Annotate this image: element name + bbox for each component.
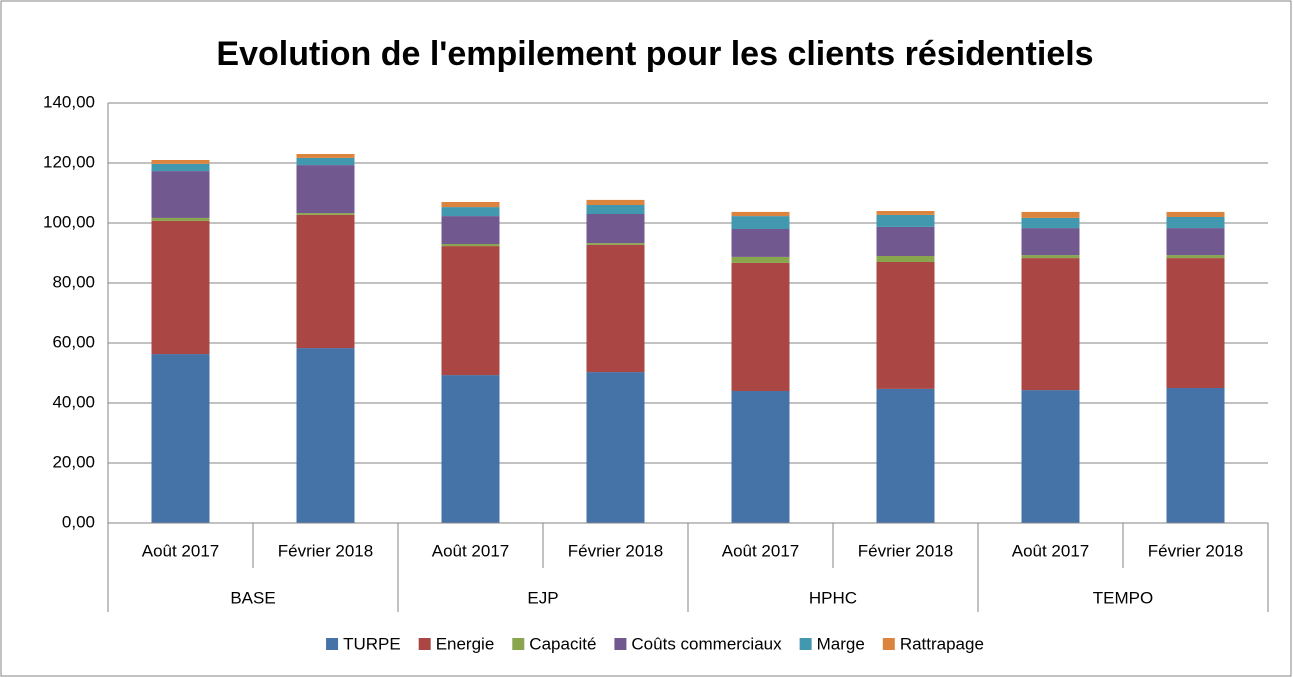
y-tick-label: 60,00 xyxy=(52,332,95,351)
group-label: HPHC xyxy=(809,588,857,607)
legend-swatch xyxy=(418,638,431,650)
group-label: BASE xyxy=(230,588,275,607)
legend-label: Rattrapage xyxy=(900,634,984,653)
bar-segment xyxy=(1021,211,1080,218)
bar-segment xyxy=(441,246,500,376)
bar-segment xyxy=(1166,258,1225,388)
bar-segment xyxy=(441,202,500,208)
group-label: EJP xyxy=(527,588,558,607)
y-tick-label: 120,00 xyxy=(43,152,95,171)
x-tick-label: Août 2017 xyxy=(1012,541,1090,560)
legend-swatch xyxy=(882,638,895,650)
bar-segment xyxy=(441,375,500,523)
bar-segment xyxy=(151,171,210,218)
bar-segment xyxy=(151,163,210,172)
bar-segment xyxy=(296,165,355,214)
bar-segment xyxy=(731,216,790,229)
bar-segment xyxy=(151,160,210,164)
bar-segment xyxy=(586,199,645,205)
bar-segment xyxy=(296,213,355,215)
bar-segment xyxy=(296,157,355,166)
bar-segment xyxy=(1021,390,1080,523)
bar-segment xyxy=(876,262,935,389)
legend-label: Marge xyxy=(817,634,865,653)
bar-segment xyxy=(586,244,645,373)
bar-segment xyxy=(296,214,355,349)
legend-label: Coûts commerciaux xyxy=(631,634,782,653)
legend-swatch xyxy=(614,638,627,650)
bar-segment xyxy=(876,214,935,227)
legend-label: Energie xyxy=(436,634,495,653)
bar-segment xyxy=(876,256,935,262)
bar-segment xyxy=(151,354,210,523)
bar-segment xyxy=(876,226,935,256)
bar-segment xyxy=(1166,211,1225,217)
bar-segment xyxy=(731,211,790,217)
bar-segment xyxy=(151,217,210,221)
bar-segment xyxy=(876,388,935,523)
bar-segment xyxy=(586,372,645,523)
bar-segment xyxy=(1021,217,1080,229)
bar-segment xyxy=(586,214,645,244)
legend-swatch xyxy=(799,638,812,650)
bar-segment xyxy=(1021,228,1080,256)
bar-segment xyxy=(1166,228,1225,256)
bar-segment xyxy=(441,216,500,244)
bar-segment xyxy=(1166,388,1225,523)
x-tick-label: Février 2018 xyxy=(568,541,663,560)
bar-segment xyxy=(1166,217,1225,229)
y-tick-label: 0,00 xyxy=(62,512,95,531)
bar-segment xyxy=(876,211,935,215)
legend-label: TURPE xyxy=(343,634,401,653)
bar-segment xyxy=(441,244,500,247)
x-tick-label: Février 2018 xyxy=(1148,541,1243,560)
bar-segment xyxy=(586,243,645,245)
bar-segment xyxy=(296,348,355,523)
bar-segment xyxy=(151,220,210,355)
bar-segment xyxy=(1021,255,1080,259)
legend-swatch xyxy=(326,638,339,650)
y-tick-label: 100,00 xyxy=(43,212,95,231)
legend-swatch xyxy=(512,638,525,650)
bar-segment xyxy=(441,207,500,217)
x-tick-label: Février 2018 xyxy=(278,541,373,560)
bar-segment xyxy=(586,205,645,214)
x-tick-label: Août 2017 xyxy=(722,541,800,560)
bar-segment xyxy=(731,256,790,263)
bar-segment xyxy=(731,229,790,257)
bar-segment xyxy=(296,154,355,158)
bar-segment xyxy=(731,262,790,391)
y-tick-label: 40,00 xyxy=(52,392,95,411)
bar-segment xyxy=(1166,255,1225,259)
x-tick-label: Août 2017 xyxy=(432,541,510,560)
bar-segment xyxy=(731,391,790,523)
x-tick-label: Août 2017 xyxy=(142,541,220,560)
y-tick-label: 80,00 xyxy=(52,272,95,291)
chart-title: Evolution de l'empilement pour les clien… xyxy=(216,35,1093,73)
x-tick-label: Février 2018 xyxy=(858,541,953,560)
legend-label: Capacité xyxy=(529,634,596,653)
y-tick-label: 140,00 xyxy=(43,92,95,111)
y-tick-label: 20,00 xyxy=(52,452,95,471)
bar-segment xyxy=(1021,258,1080,391)
group-label: TEMPO xyxy=(1093,588,1153,607)
